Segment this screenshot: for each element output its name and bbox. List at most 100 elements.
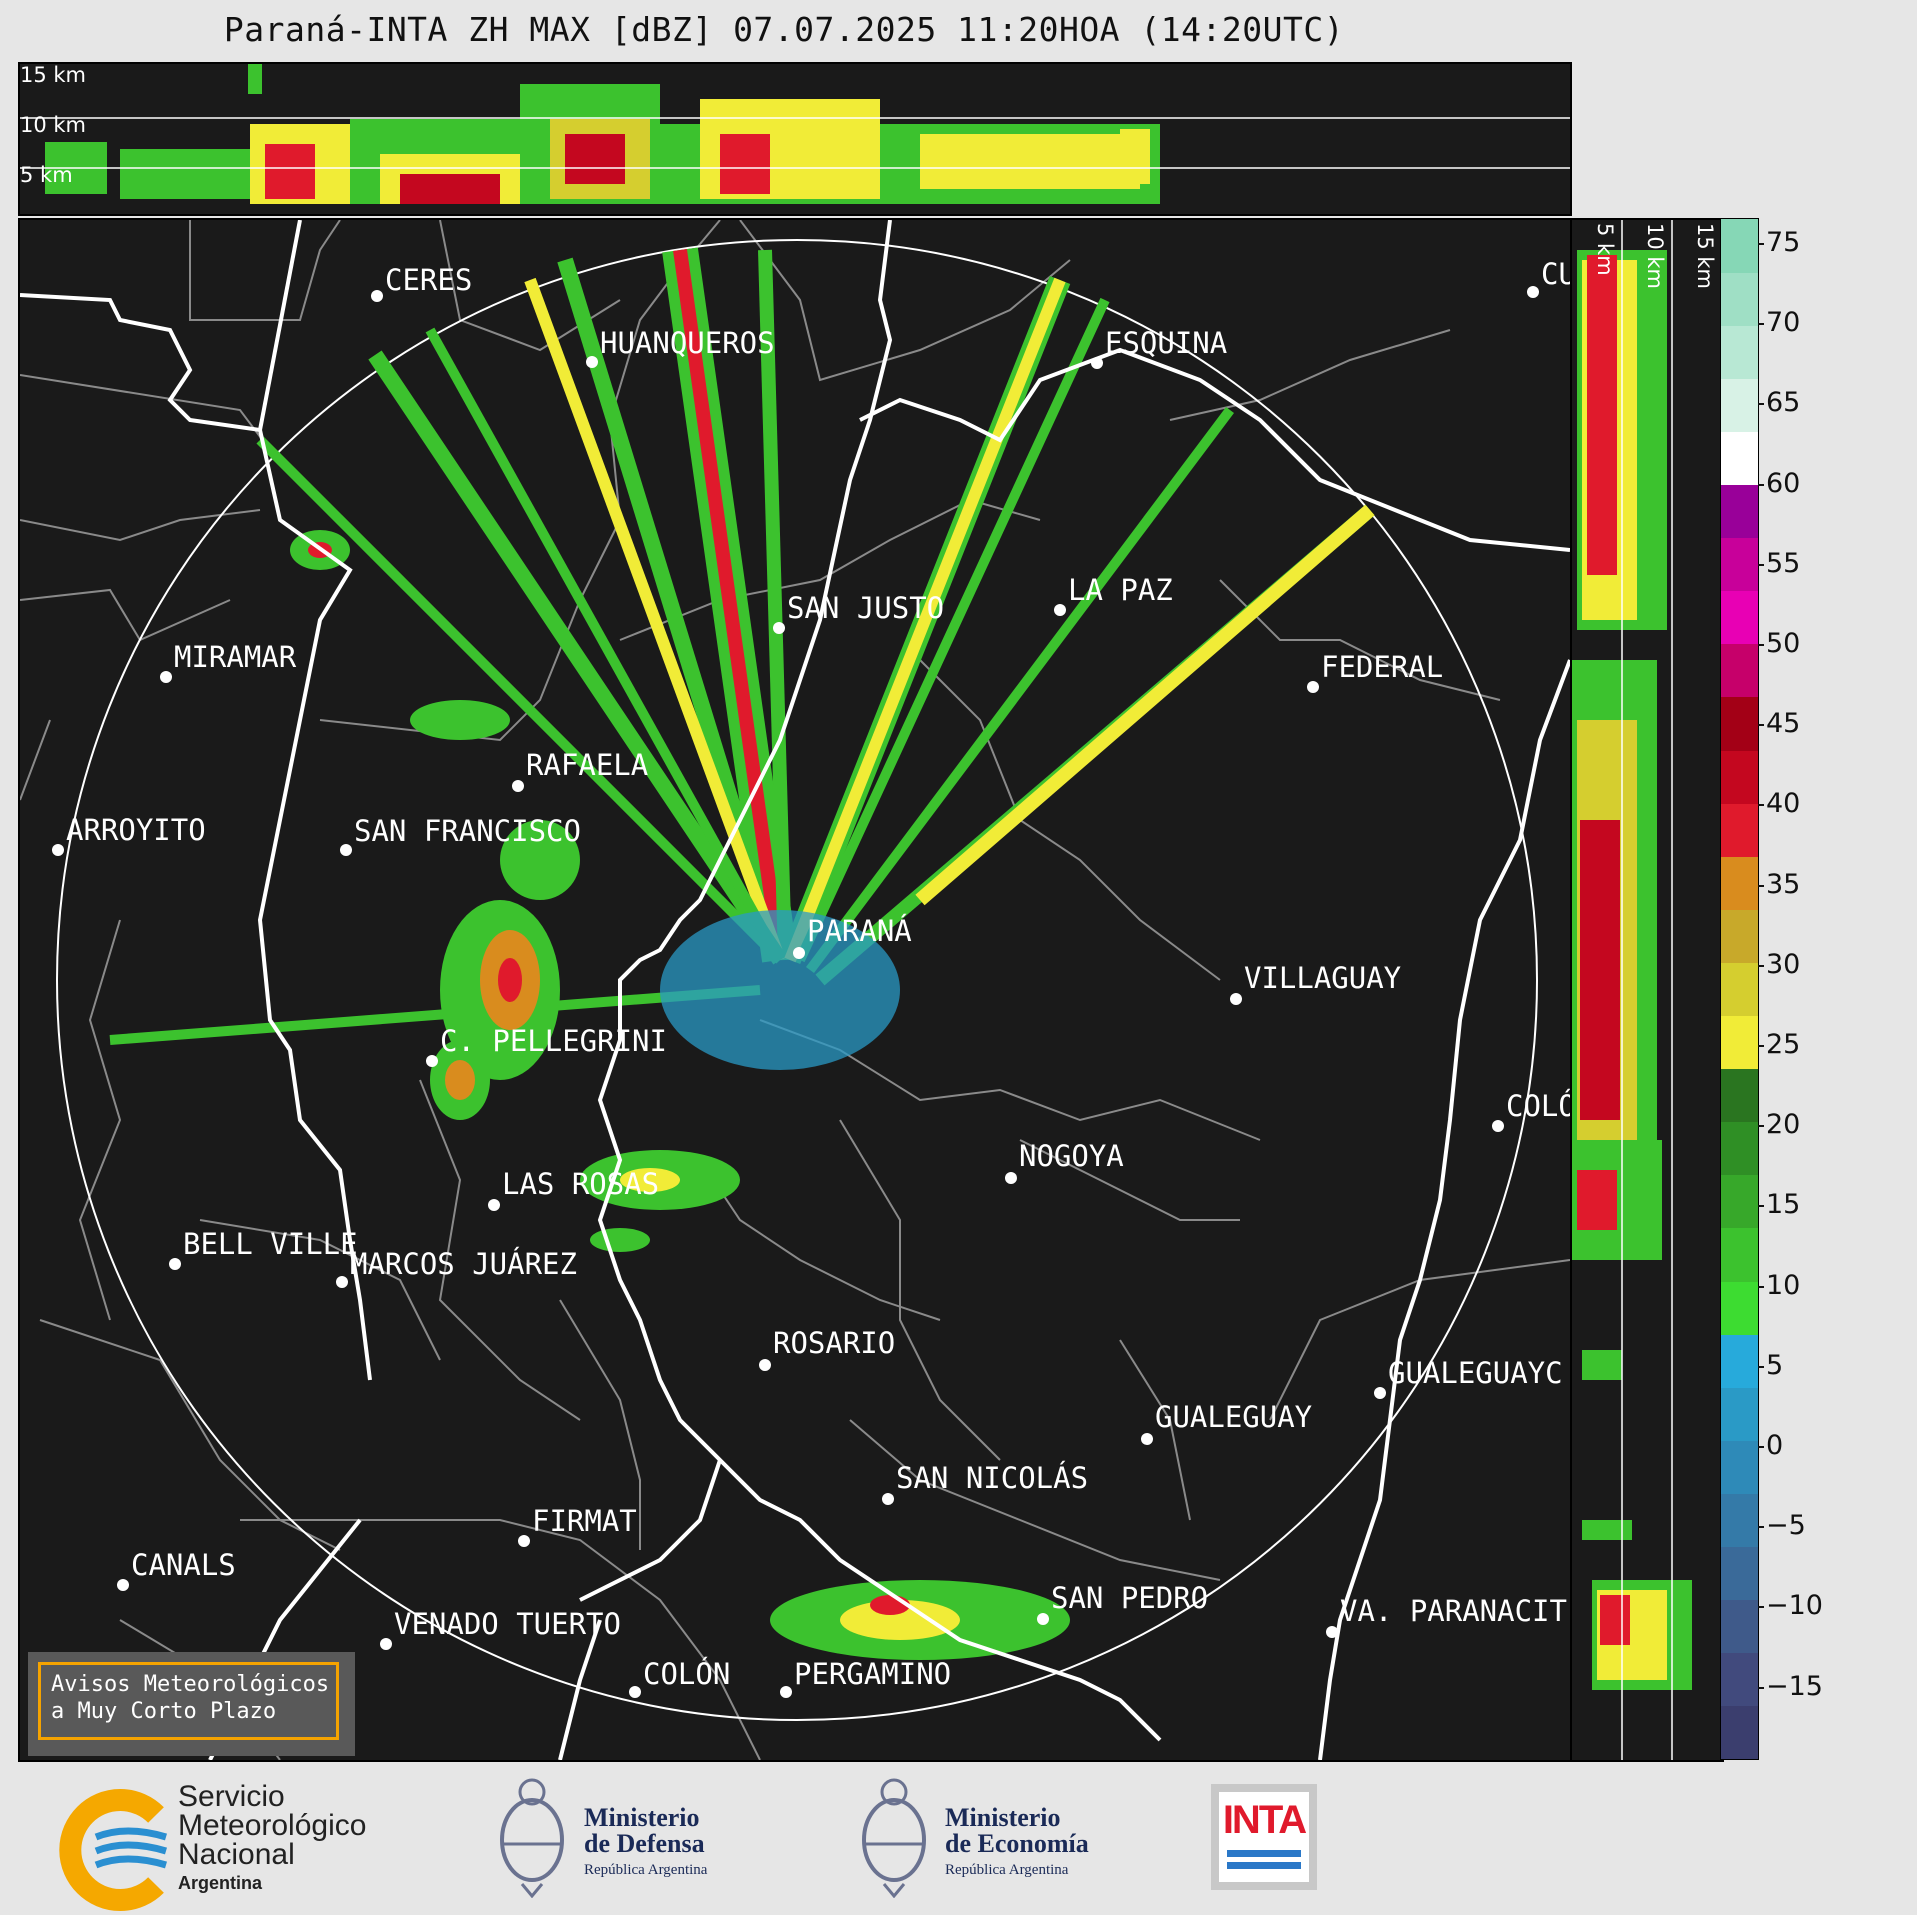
colorbar-segment — [1721, 1015, 1758, 1070]
top-echoes — [45, 64, 1160, 204]
height-profile-top: 15 km 10 km 5 km — [18, 62, 1572, 216]
city-label-miramar: MIRAMAR — [174, 640, 297, 674]
colorbar-segment — [1721, 1546, 1758, 1601]
city-label-san-justo: SAN JUSTO — [787, 591, 944, 625]
economia-line-2: de Economía — [945, 1829, 1089, 1858]
colorbar-segment — [1721, 856, 1758, 910]
city-label-ceres: CERES — [385, 263, 472, 297]
colorbar-tick-label: 50 — [1766, 628, 1801, 659]
colorbar-tick-mark — [1758, 1446, 1764, 1448]
smn-line-4: Argentina — [178, 1873, 263, 1893]
warning-box[interactable]: Avisos Meteorológicos a Muy Corto Plazo — [28, 1652, 355, 1756]
defensa-line-2: de Defensa — [584, 1829, 705, 1858]
province-borders — [20, 220, 1570, 1760]
colorbar-tick-label: −5 — [1766, 1510, 1806, 1542]
side-label-5km: 5 km — [1593, 223, 1617, 276]
colorbar-segment — [1721, 484, 1758, 539]
colorbar-tick-label: 70 — [1766, 307, 1801, 339]
colorbar-tick-label: 15 — [1766, 1189, 1801, 1221]
range-ring — [56, 239, 1538, 1721]
colorbar-segment — [1721, 590, 1758, 645]
colorbar-tick-mark — [1758, 1526, 1764, 1529]
colorbar-segment — [1721, 1705, 1758, 1760]
colorbar-tick-mark — [1758, 1285, 1764, 1288]
colorbar-segment — [1721, 1281, 1758, 1335]
colorbar-tick-label: 75 — [1766, 227, 1801, 258]
colorbar-tick-mark — [1758, 964, 1764, 967]
colorbar-tick-label: 60 — [1766, 467, 1801, 499]
colorbar-tick-mark — [1758, 804, 1764, 807]
colorbar-segment — [1721, 1493, 1758, 1548]
city-label-san-nicolas: SAN NICOLÁS — [896, 1461, 1088, 1495]
colorbar-tick-mark — [1758, 1365, 1764, 1368]
colorbar-segment — [1721, 1334, 1758, 1388]
city-label-colon: COLÓN — [643, 1657, 730, 1691]
chart-title: Paraná-INTA ZH MAX [dBZ] 07.07.2025 11:2… — [223, 10, 1345, 49]
city-label-c-pellegrini: C. PELLEGRINI — [440, 1024, 667, 1058]
colorbar-segment — [1721, 696, 1758, 751]
city-label-venado-tuerto: VENADO TUERTO — [394, 1607, 621, 1641]
colorbar-segment — [1721, 219, 1758, 273]
city-label-las-rosas: LAS ROSAS — [502, 1167, 659, 1201]
colorbar-segment — [1721, 1227, 1758, 1282]
city-label-esquina: ESQUINA — [1105, 326, 1227, 360]
colorbar-segment — [1721, 750, 1758, 804]
city-label-bell-ville: BELL VILLE — [183, 1227, 358, 1261]
colorbar-segment — [1721, 1652, 1758, 1707]
colorbar-tick-mark — [1758, 884, 1764, 887]
city-label-canals: CANALS — [131, 1548, 236, 1582]
colorbar — [1720, 218, 1759, 1760]
colorbar-tick-mark — [1758, 563, 1764, 566]
colorbar-segment — [1721, 378, 1758, 432]
colorbar-segment — [1721, 1387, 1758, 1441]
inta-logo-text: INTA — [1222, 1798, 1307, 1842]
defensa-line-3: República Argentina — [584, 1862, 708, 1878]
colorbar-segment — [1721, 1599, 1758, 1654]
colorbar-tick-label: 55 — [1766, 547, 1801, 579]
colorbar-segment — [1721, 1174, 1758, 1229]
city-label-colo: COLÓ — [1506, 1089, 1570, 1123]
colorbar-tick-mark — [1758, 724, 1764, 727]
radar-map: CERES HUANQUEROS ESQUINA CU SAN JUSTO LA… — [18, 218, 1572, 1762]
colorbar-tick-label: 5 — [1766, 1349, 1784, 1381]
colorbar-tick-label: 40 — [1766, 788, 1801, 820]
colorbar-tick-label: 0 — [1766, 1430, 1784, 1461]
colorbar-segment — [1721, 272, 1758, 326]
city-label-rosario: ROSARIO — [773, 1326, 895, 1360]
city-label-federal: FEDERAL — [1321, 650, 1443, 684]
colorbar-segment — [1721, 643, 1758, 698]
colorbar-tick-label: 45 — [1766, 708, 1801, 740]
colorbar-segment — [1721, 1440, 1758, 1494]
warning-line-2: a Muy Corto Plazo — [51, 1699, 277, 1724]
city-label-gualeguayc: GUALEGUAYC — [1388, 1356, 1563, 1390]
colorbar-tick-mark — [1758, 323, 1764, 326]
colorbar-segment — [1721, 1068, 1758, 1123]
city-label-san-pedro: SAN PEDRO — [1051, 1581, 1208, 1615]
colorbar-tick-label: −15 — [1766, 1670, 1823, 1702]
inta-logo: INTA — [1211, 1784, 1317, 1890]
colorbar-segment — [1721, 909, 1758, 963]
colorbar-tick-label: 65 — [1766, 387, 1801, 419]
city-label-rafaela: RAFAELA — [526, 748, 648, 782]
colorbar-segment — [1721, 431, 1758, 485]
defensa-line-1: Ministerio — [584, 1803, 700, 1832]
top-label-10km: 10 km — [20, 113, 86, 137]
city-label-marcos-juarez: MARCOS JUÁREZ — [350, 1247, 577, 1281]
colorbar-tick-mark — [1758, 1045, 1764, 1047]
colorbar-tick-label: −10 — [1766, 1590, 1823, 1622]
coat-of-arms-icon — [862, 1778, 926, 1898]
smn-line-2: Meteorológico — [178, 1809, 367, 1842]
city-label-firmat: FIRMAT — [532, 1504, 637, 1538]
city-label-parana: PARANÁ — [807, 914, 912, 948]
top-label-5km: 5 km — [20, 163, 73, 187]
radar-rays — [109, 247, 1375, 1045]
colorbar-segment — [1721, 803, 1758, 857]
height-profile-side: 5 km 10 km 15 km — [1570, 218, 1724, 1762]
city-label-arroyito: ARROYITO — [66, 813, 206, 847]
city-label-cu: CU — [1541, 257, 1570, 291]
city-label-la-paz: LA PAZ — [1068, 573, 1173, 607]
city-label-pergamino: PERGAMINO — [794, 1657, 951, 1691]
city-label-nogoya: NOGOYA — [1019, 1139, 1124, 1173]
side-label-10km: 10 km — [1643, 223, 1667, 289]
colorbar-tick-mark — [1758, 1686, 1764, 1689]
